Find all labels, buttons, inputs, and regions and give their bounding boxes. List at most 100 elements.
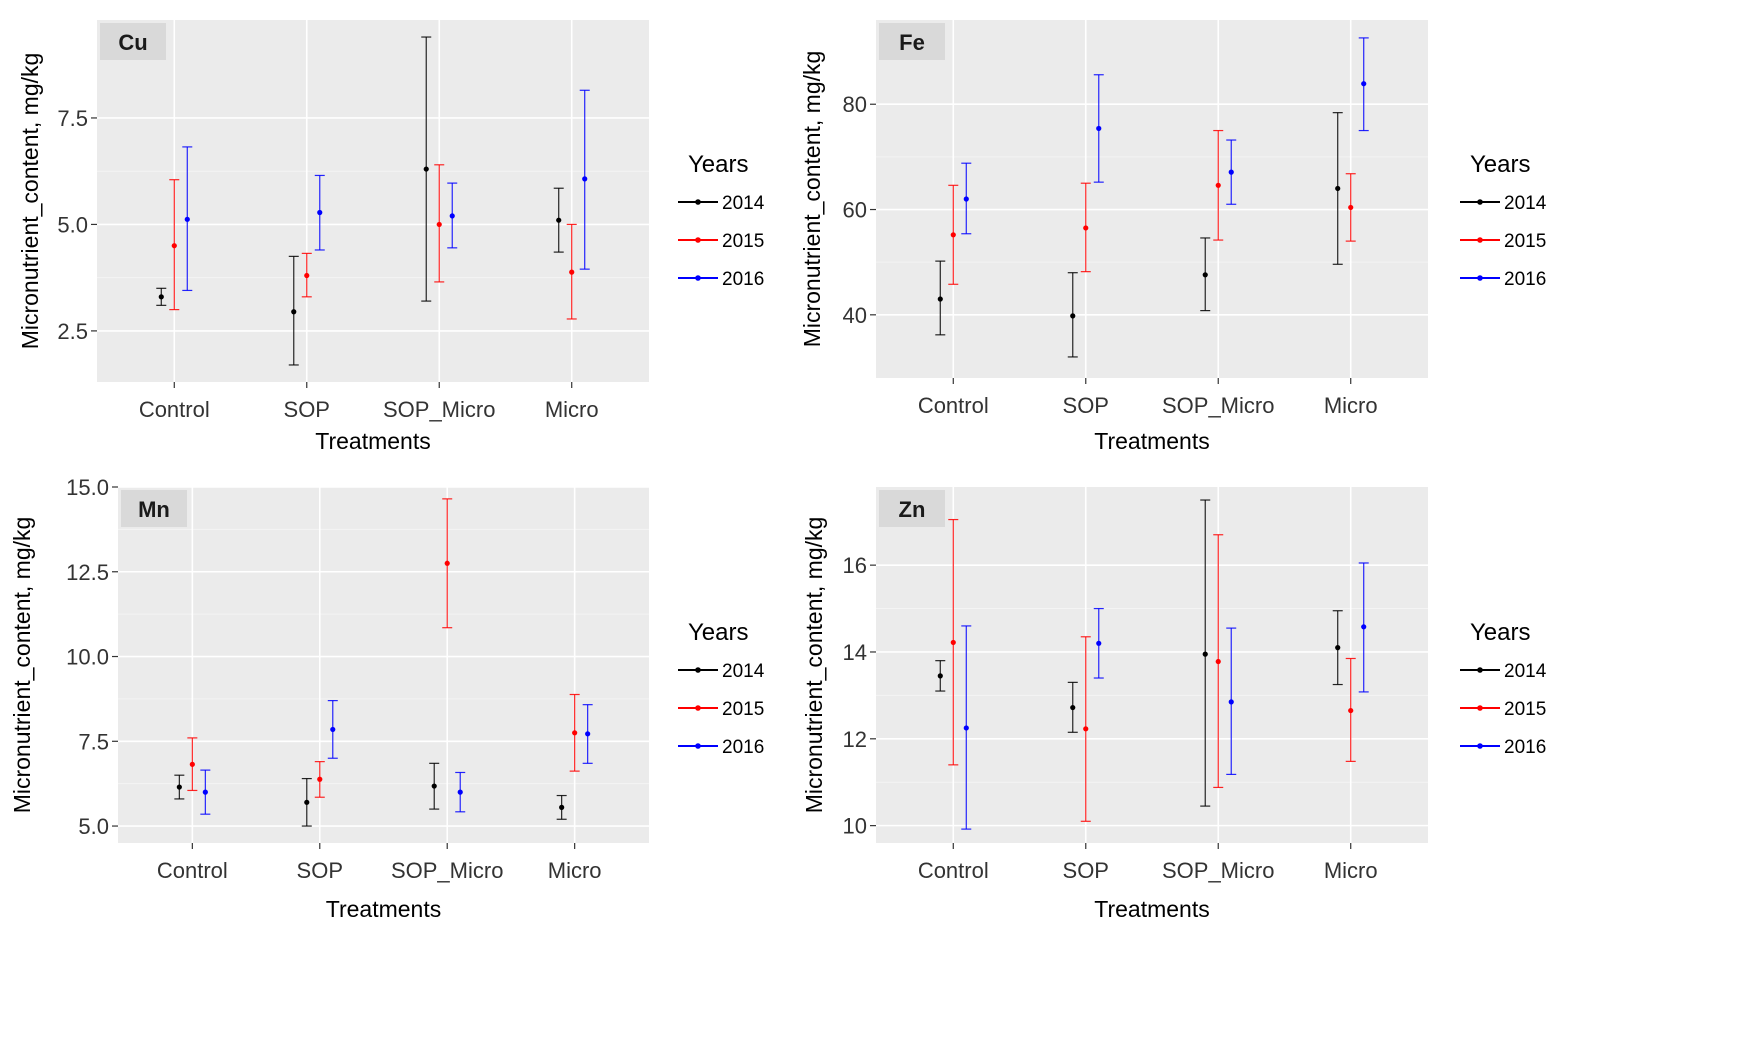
x-tick-label: SOP_Micro [391, 858, 503, 883]
x-axis-title: Treatments [326, 896, 441, 922]
y-tick-label: 12 [843, 727, 867, 752]
panel-mn: 5.0 7.5 10.0 12.5 15.0 Control SOP SOP_Micro Mic… [9, 475, 765, 922]
legend-label: 2016 [1504, 269, 1546, 290]
strip-box [100, 23, 166, 60]
point-2014 [1335, 645, 1341, 651]
point-2016 [184, 216, 190, 222]
y-axis-title: Micronutrient_content, mg/kg [17, 53, 43, 350]
x-axis-title: Treatments [315, 428, 430, 454]
strip-box [121, 490, 187, 527]
legend-label: 2014 [1504, 661, 1547, 682]
y-tick-label: 15.0 [66, 475, 109, 500]
plot-background [97, 20, 649, 382]
legend-label: 2016 [722, 737, 764, 758]
point-2015 [950, 232, 956, 238]
point-2016 [202, 789, 208, 795]
point-2016 [1228, 169, 1234, 175]
legend-key-point [695, 237, 701, 243]
legend-key-point [1477, 237, 1483, 243]
legend-label: 2015 [1504, 699, 1546, 720]
x-tick-label: Control [918, 393, 989, 418]
plot-background [118, 487, 649, 843]
point-2016 [1096, 640, 1102, 646]
x-tick-label: SOP_Micro [1162, 393, 1274, 418]
point-2016 [585, 731, 591, 737]
y-tick-label: 7.5 [78, 729, 109, 754]
point-2014 [176, 784, 182, 790]
legend: Years 2014 2015 2016 [678, 619, 765, 758]
strip-box [879, 490, 945, 527]
legend-key-point [695, 667, 701, 673]
point-2015 [1083, 225, 1089, 231]
point-2014 [937, 296, 943, 302]
y-tick-label: 12.5 [66, 560, 109, 585]
strip-label: Fe [899, 30, 925, 55]
y-axis-title: Micronutrient_content, mg/kg [799, 51, 825, 348]
point-2016 [963, 196, 969, 202]
x-tick-label: SOP_Micro [383, 397, 495, 422]
legend-key-point [695, 705, 701, 711]
x-tick-label: Micro [548, 858, 602, 883]
point-2015 [317, 776, 323, 782]
x-tick-label: Control [139, 397, 210, 422]
strip-box [879, 23, 945, 60]
point-2014 [291, 309, 297, 315]
y-tick-label: 14 [843, 640, 867, 665]
legend-label: 2014 [722, 193, 765, 214]
legend-key-point [1477, 705, 1483, 711]
point-2015 [572, 730, 578, 736]
point-2016 [1361, 81, 1367, 87]
x-tick-label: Control [918, 858, 989, 883]
point-2015 [189, 761, 195, 767]
y-axis-title: Micronutrient_content, mg/kg [801, 517, 827, 814]
point-2014 [1202, 272, 1208, 278]
point-2014 [1335, 185, 1341, 192]
point-2014 [1070, 704, 1076, 711]
plot-background [876, 20, 1428, 378]
x-axis-title: Treatments [1094, 428, 1209, 454]
y-tick-label: 40 [843, 303, 867, 328]
y-tick-label: 16 [843, 553, 867, 578]
legend-key-point [1477, 275, 1483, 281]
point-2016 [1096, 125, 1102, 132]
x-axis-title: Treatments [1094, 896, 1209, 922]
point-2014 [158, 294, 164, 300]
legend-title: Years [1470, 151, 1531, 178]
point-2014 [1070, 313, 1076, 319]
y-tick-label: 5.0 [78, 814, 109, 839]
legend-title: Years [688, 619, 749, 646]
legend-label: 2015 [722, 699, 764, 720]
x-tick-label: SOP [284, 397, 330, 422]
legend-label: 2016 [722, 269, 764, 290]
plot-background [876, 487, 1428, 843]
point-2016 [963, 725, 969, 731]
legend-label: 2016 [1504, 737, 1546, 758]
point-2015 [304, 272, 310, 279]
legend-label: 2014 [722, 661, 765, 682]
y-tick-label: 10.0 [66, 645, 109, 670]
legend: Years 2014 2015 2016 [678, 151, 765, 290]
point-2014 [937, 673, 943, 679]
point-2014 [431, 783, 437, 789]
point-2016 [449, 213, 455, 219]
point-2015 [950, 639, 956, 646]
point-2015 [569, 269, 575, 275]
panel-fe: 40 60 80 Control SOP SOP_Micro Micro Fe Treatmen… [799, 20, 1547, 454]
x-tick-label: SOP [1063, 393, 1109, 418]
point-2015 [1215, 658, 1221, 665]
y-tick-label: 5.0 [57, 212, 88, 237]
y-tick-label: 80 [843, 92, 867, 117]
point-2016 [457, 789, 463, 795]
strip-label: Mn [138, 497, 170, 522]
legend-key-point [695, 743, 701, 749]
point-2015 [444, 560, 450, 566]
legend-label: 2015 [1504, 231, 1546, 252]
legend: Years 2014 2015 2016 [1460, 619, 1547, 758]
y-axis-title: Micronutrient_content, mg/kg [9, 517, 35, 814]
point-2015 [171, 243, 177, 249]
y-tick-label: 60 [843, 198, 867, 223]
point-2016 [330, 726, 336, 733]
legend-key-point [1477, 743, 1483, 749]
strip-label: Cu [118, 30, 147, 55]
